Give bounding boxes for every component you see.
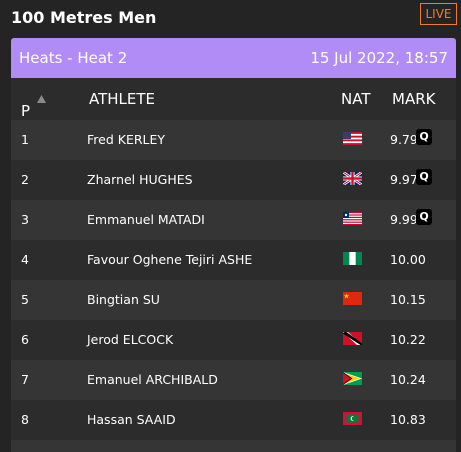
result-row[interactable]: 2 Zharnel HUGHES 9.97 Q [11,160,456,200]
result-mark: 9.99 [390,212,418,227]
result-mark: 9.79 [390,132,418,147]
athlete-name[interactable]: Bingtian SU [87,292,160,307]
athlete-name[interactable]: Fred KERLEY [87,132,166,147]
heat-banner: Heats - Heat 2 15 Jul 2022, 18:57 [11,38,456,78]
gbr-flag-icon [343,172,362,185]
chn-flag-icon [343,292,362,305]
result-mark: 10.22 [390,332,426,347]
qualified-badge: Q [416,129,432,145]
col-athlete[interactable]: ATHLETE [89,90,156,108]
col-mark[interactable]: MARK [392,90,436,108]
result-mark: 9.97 [390,172,418,187]
position: 8 [21,412,29,427]
result-row[interactable]: 7 Emanuel ARCHIBALD 10.24 [11,360,456,400]
athlete-name[interactable]: Hassan SAAID [87,412,176,427]
athlete-name[interactable]: Emanuel ARCHIBALD [87,372,218,387]
mdv-flag-icon [343,412,362,425]
result-row[interactable]: 5 Bingtian SU 10.15 [11,280,456,320]
athlete-name[interactable]: Favour Oghene Tejiri ASHE [87,252,253,267]
results-list: 1 Fred KERLEY 9.79 Q 2 Zharnel HUGHES 9.… [11,120,456,452]
tto-flag-icon [343,332,362,345]
lbr-flag-icon [343,212,362,225]
result-row[interactable]: 4 Favour Oghene Tejiri ASHE 10.00 [11,240,456,280]
ngr-flag-icon [343,252,362,265]
heat-datetime: 15 Jul 2022, 18:57 [310,49,448,67]
page-title: 100 Metres Men [11,8,157,27]
position: 6 [21,332,29,347]
result-mark: 10.15 [390,292,426,307]
result-row[interactable]: 8 Hassan SAAID 10.83 [11,400,456,440]
col-position-label: P [21,102,31,120]
position: 4 [21,252,29,267]
result-row[interactable]: 6 Jerod ELCOCK 10.22 [11,320,456,360]
result-mark: 10.00 [390,252,426,267]
live-badge[interactable]: LIVE [420,3,457,25]
position: 3 [21,212,29,227]
result-row[interactable]: 1 Fred KERLEY 9.79 Q [11,120,456,160]
guy-flag-icon [343,372,362,385]
position: 5 [21,292,29,307]
result-row[interactable]: 3 Emmanuel MATADI 9.99 Q [11,200,456,240]
col-nat[interactable]: NAT [341,90,371,108]
usa-flag-icon [343,132,362,145]
position: 2 [21,172,29,187]
result-mark: 10.83 [390,412,426,427]
result-mark: 10.24 [390,372,426,387]
athlete-name[interactable]: Emmanuel MATADI [87,212,205,227]
heat-name: Heats - Heat 2 [19,49,128,67]
qualified-badge: Q [416,169,432,185]
athlete-name[interactable]: Jerod ELCOCK [87,332,174,347]
result-row-partial [11,440,456,452]
position: 1 [21,132,29,147]
athlete-name[interactable]: Zharnel HUGHES [87,172,193,187]
results-header: P ATHLETE NAT MARK [11,78,456,120]
sort-up-icon[interactable] [37,95,46,103]
position: 7 [21,372,29,387]
qualified-badge: Q [416,209,432,225]
